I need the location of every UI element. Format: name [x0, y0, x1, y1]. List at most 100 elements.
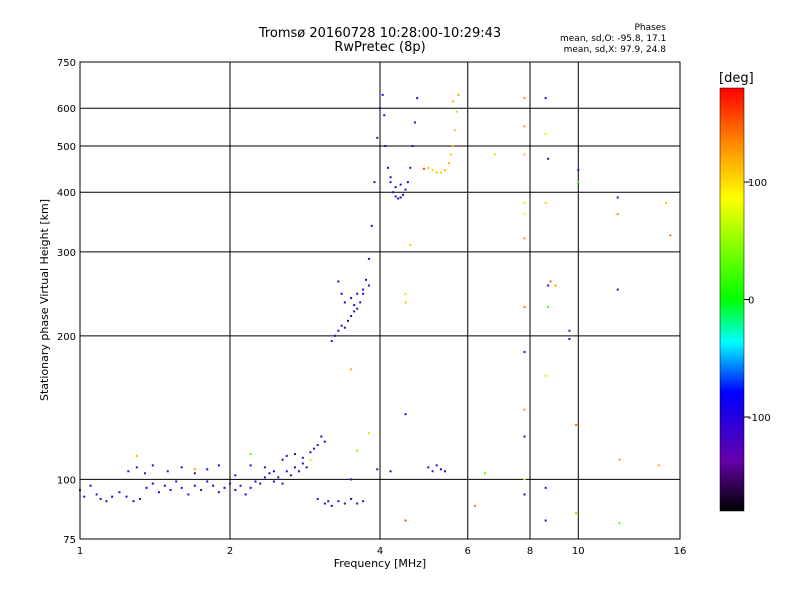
data-point [272, 470, 275, 473]
data-point [234, 474, 237, 477]
data-point [394, 186, 397, 189]
data-point [313, 447, 316, 450]
data-point [217, 491, 220, 494]
data-point [389, 470, 392, 473]
colorbar-tick-label: 100 [748, 178, 767, 189]
data-point [285, 470, 288, 473]
data-point [399, 196, 402, 199]
x-tick-label: 10 [572, 546, 585, 557]
stats-heading: Phases [634, 23, 666, 33]
data-point [350, 315, 353, 318]
data-point [151, 482, 154, 485]
data-point [523, 97, 526, 100]
x-tick-label: 2 [227, 546, 233, 557]
data-point [356, 307, 359, 310]
data-point [340, 292, 343, 295]
data-point [547, 305, 550, 308]
data-point [523, 478, 526, 481]
data-point [353, 304, 356, 307]
data-point [577, 169, 580, 172]
data-point [427, 466, 430, 469]
data-point [435, 171, 438, 174]
data-point [254, 480, 257, 483]
x-tick-label: 6 [465, 546, 471, 557]
y-tick-label: 300 [57, 248, 76, 259]
y-tick-label: 200 [57, 332, 76, 343]
data-point [484, 472, 487, 475]
x-axis-label: Frequency [MHz] [334, 557, 426, 570]
data-point [343, 326, 346, 329]
data-point [376, 136, 379, 139]
data-point [293, 453, 296, 456]
chart-title: Tromsø 20160728 10:28:00-10:29:43 [258, 26, 502, 41]
data-point [386, 166, 389, 169]
data-point [411, 144, 414, 147]
data-point [379, 107, 381, 110]
colorbar [719, 87, 745, 512]
data-point [169, 489, 172, 492]
data-point [111, 495, 114, 498]
data-point [350, 368, 353, 371]
stats-o-line: mean, sd,O: -95.8, 17.1 [560, 34, 667, 44]
data-point [180, 466, 183, 469]
data-point [356, 292, 359, 295]
data-point [350, 297, 353, 300]
data-point [249, 464, 252, 467]
data-point [297, 470, 300, 473]
data-point [404, 301, 407, 304]
y-tick-label: 600 [57, 104, 76, 115]
data-point [575, 424, 578, 427]
data-point [431, 470, 434, 473]
data-point [544, 97, 547, 100]
data-point [362, 292, 365, 295]
data-point [135, 454, 138, 457]
data-point [268, 472, 271, 475]
data-point [544, 201, 547, 204]
data-point [350, 478, 353, 481]
data-point [373, 181, 376, 184]
x-tick-label: 8 [527, 546, 533, 557]
data-point [451, 144, 454, 147]
data-point [343, 502, 346, 505]
data-point [402, 193, 405, 196]
data-point [384, 144, 387, 147]
data-point [389, 181, 392, 184]
data-point [223, 486, 226, 489]
data-point [523, 201, 526, 204]
data-point [263, 466, 266, 469]
data-point [157, 491, 160, 494]
data-point [616, 196, 619, 199]
data-point [309, 458, 312, 461]
data-point [301, 462, 304, 465]
data-point [544, 374, 547, 377]
data-point [323, 502, 326, 505]
data-point [353, 310, 356, 313]
data-point [234, 489, 237, 492]
data-point [439, 171, 442, 174]
data-point [118, 491, 121, 494]
data-point [443, 169, 446, 172]
y-axis-label: Stationary phase Virtual Height [km] [38, 199, 51, 401]
data-point [151, 464, 154, 467]
data-point [547, 284, 550, 287]
data-point [277, 476, 280, 479]
y-tick-label: 500 [57, 142, 76, 153]
data-point [523, 237, 526, 240]
data-point [272, 480, 275, 483]
data-point [249, 453, 252, 456]
data-point [544, 486, 547, 489]
colorbar-label: [deg] [719, 71, 754, 86]
data-point [356, 449, 359, 452]
data-point [392, 191, 395, 194]
data-point [239, 484, 242, 487]
data-point [389, 176, 392, 179]
data-point [554, 284, 557, 287]
data-point [575, 512, 578, 515]
data-point [453, 129, 456, 132]
data-point [406, 181, 409, 184]
data-point [455, 110, 458, 113]
data-point [523, 408, 526, 411]
data-point [359, 301, 362, 304]
y-tick-label: 750 [57, 58, 76, 69]
data-point [163, 484, 166, 487]
